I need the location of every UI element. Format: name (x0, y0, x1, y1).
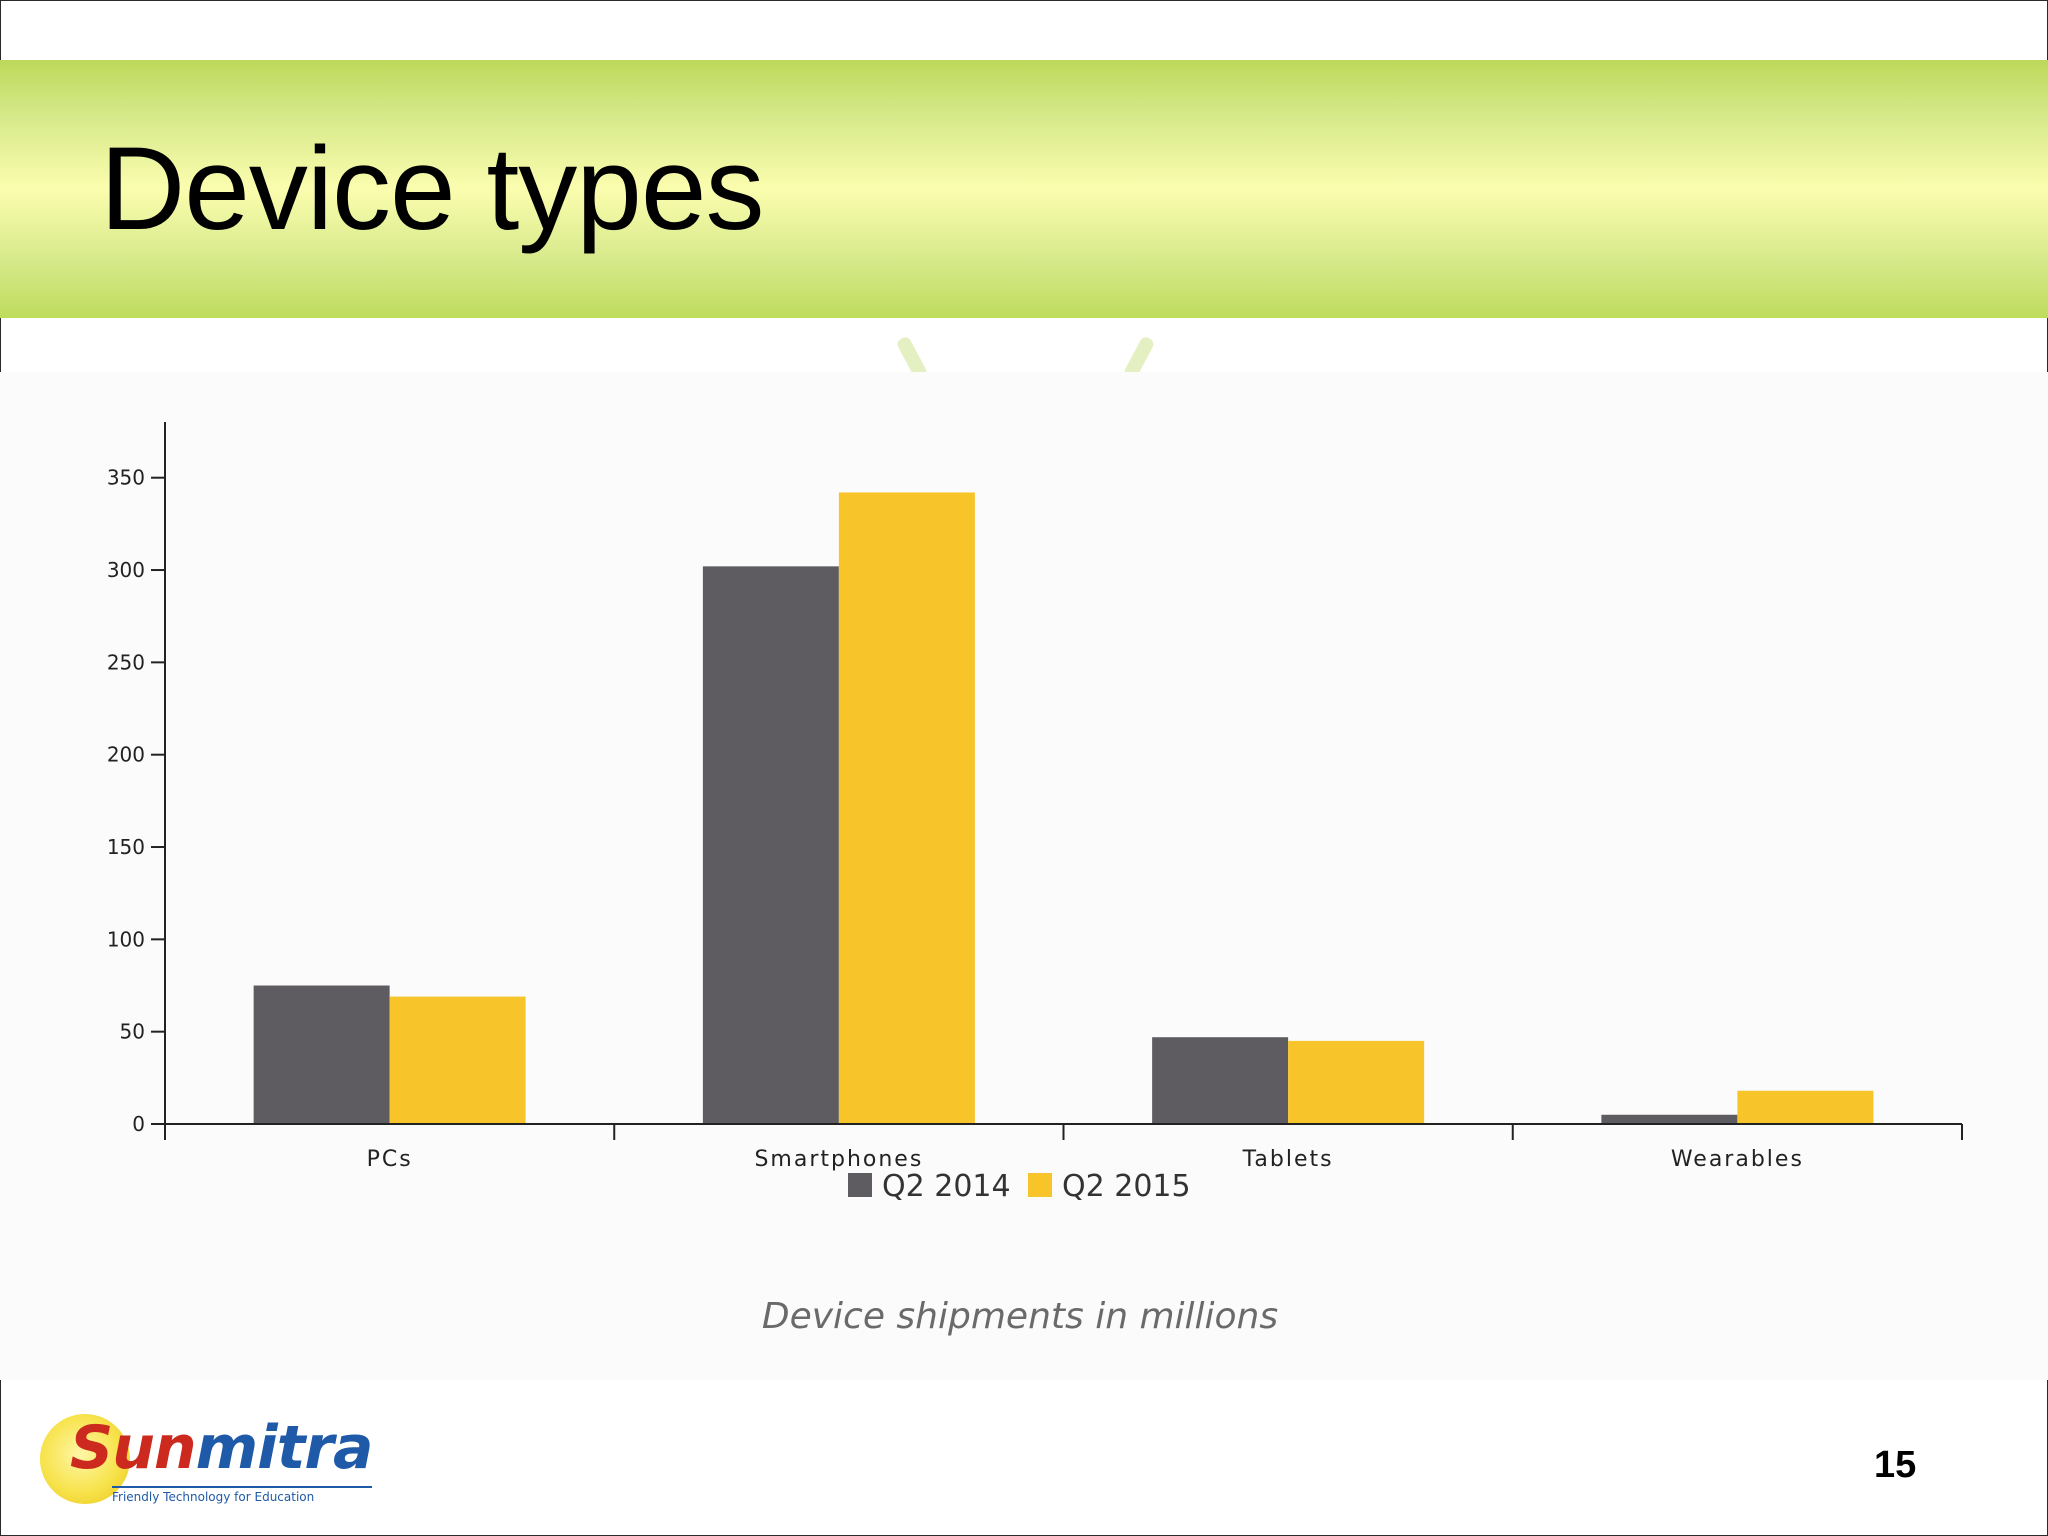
y-tick-label: 250 (107, 650, 145, 674)
legend-swatch (848, 1173, 872, 1197)
chart-legend: Q2 2014 Q2 2015 (848, 1169, 1191, 1204)
bar-pcs-q2-2015 (389, 996, 526, 1124)
bar-wearables-q2-2015 (1737, 1090, 1874, 1124)
bars-layer (253, 492, 1874, 1124)
y-tick-label: 0 (132, 1112, 145, 1136)
logo-word-part2: mitra (195, 1413, 374, 1483)
y-tick-label: 50 (120, 1020, 145, 1044)
chart-caption: Device shipments in millions (761, 1296, 1279, 1337)
title-band (0, 60, 2048, 318)
chart-panel: 0 50 100 150 200 250 300 350 PCs Smartphones Table… (0, 372, 2048, 1380)
x-category-label: Smartphones (754, 1147, 923, 1172)
bar-smartphones-q2-2014 (702, 566, 839, 1124)
legend-label: Q2 2015 (1062, 1169, 1191, 1204)
slide-title: Device types (100, 123, 765, 255)
bar-smartphones-q2-2015 (838, 492, 975, 1124)
legend-label: Q2 2014 (882, 1169, 1011, 1204)
page-number: 15 (1874, 1444, 1917, 1486)
logo-wordmark: Sunmitra (70, 1418, 374, 1478)
bar-tablets-q2-2014 (1152, 1037, 1289, 1124)
logo-word-part1: Sun (70, 1413, 197, 1483)
y-tick-label: 100 (107, 927, 145, 951)
y-tick-label: 300 (107, 558, 145, 582)
y-tick-label: 150 (107, 835, 145, 859)
y-tick-label: 350 (107, 466, 145, 490)
bar-pcs-q2-2014 (253, 985, 390, 1124)
bar-wearables-q2-2014 (1601, 1114, 1738, 1124)
x-category-label: PCs (367, 1147, 413, 1172)
sunmitra-logo: Sunmitra Friendly Technology for Educati… (40, 1410, 374, 1510)
x-category-label: Tablets (1242, 1147, 1334, 1172)
legend-swatch (1028, 1173, 1052, 1197)
y-tick-label: 200 (107, 743, 145, 767)
logo-tagline: Friendly Technology for Education (112, 1486, 372, 1504)
axes-layer: 0 50 100 150 200 250 300 350 PCs Smartphones Table… (107, 422, 1963, 1172)
x-category-label: Wearables (1671, 1147, 1804, 1172)
bar-chart: 0 50 100 150 200 250 300 350 PCs Smartphones Table… (107, 422, 1963, 1204)
logo-sun-circle (40, 1414, 130, 1504)
bar-tablets-q2-2015 (1288, 1040, 1425, 1124)
